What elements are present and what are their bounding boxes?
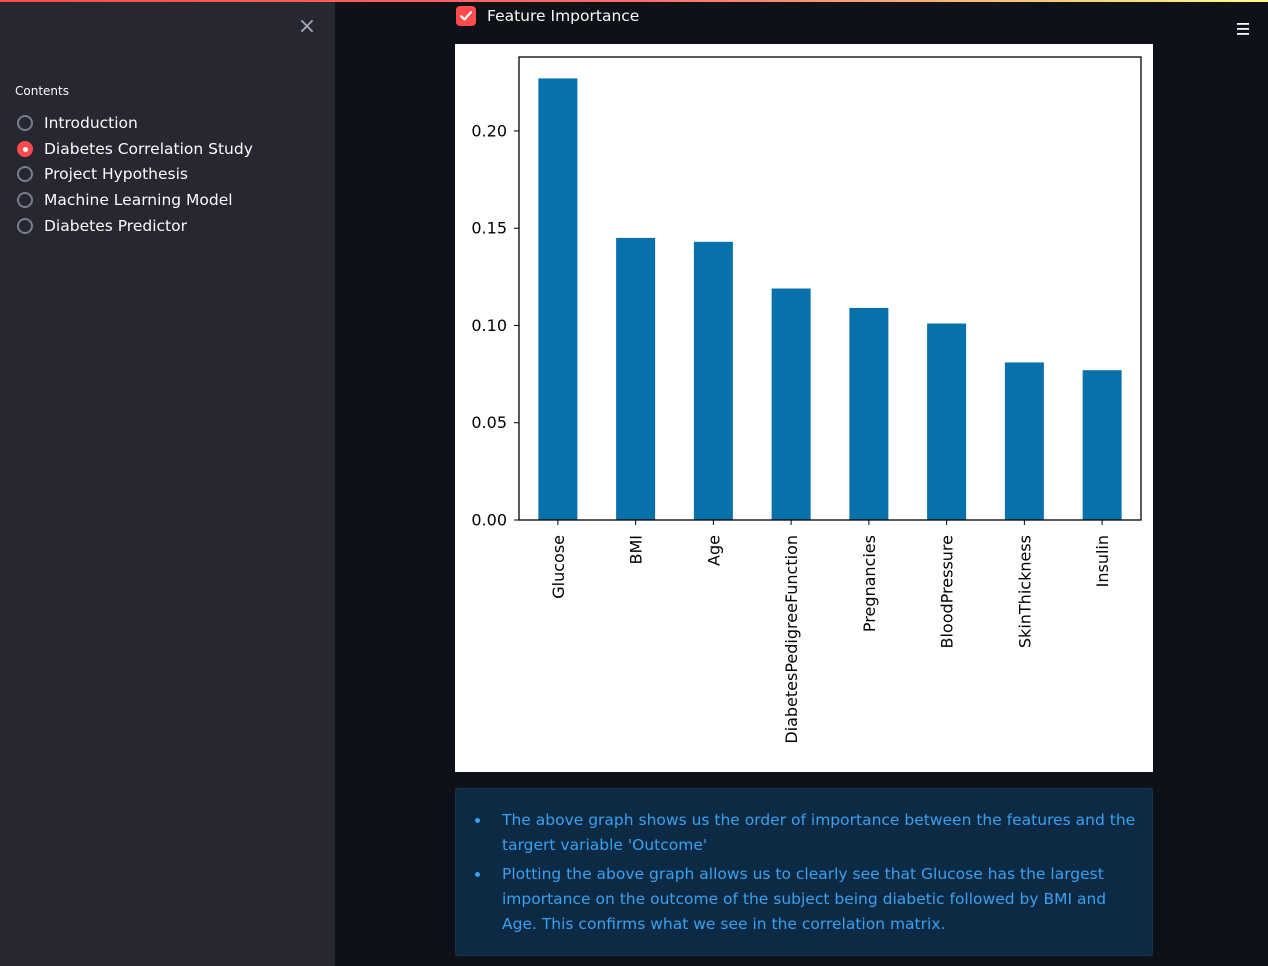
radio-selected-icon: [17, 140, 33, 157]
close-sidebar-button[interactable]: ×: [296, 16, 318, 38]
info-bullet-2: Plotting the above graph allows us to cl…: [474, 862, 1139, 937]
checkbox-checked-icon: [456, 6, 476, 26]
bar-DiabetesPedigreeFunction: [771, 288, 811, 520]
sidebar-item-project-hypothesis[interactable]: Project Hypothesis: [17, 162, 253, 188]
radio-unselected-icon: [17, 218, 33, 235]
sidebar-item-label: Introduction: [44, 113, 138, 132]
app-top-decoration-bar: [0, 0, 1268, 2]
sidebar-item-label: Machine Learning Model: [44, 191, 233, 210]
bar-chart-svg: Glucose BMI Age DiabetesPedigreeFunction Pre…: [471, 56, 1142, 744]
x-tick-label: SkinThickness: [1015, 535, 1034, 648]
bar-BMI: [616, 237, 656, 520]
feature-importance-chart: Glucose BMI Age DiabetesPedigreeFunction Pre…: [455, 44, 1153, 772]
sidebar-item-label: Project Hypothesis: [44, 165, 189, 184]
y-tick-label: 0.00: [471, 511, 507, 530]
sidebar: × Contents Introduction Diabetes Correlat…: [0, 0, 335, 966]
sidebar-item-introduction[interactable]: Introduction: [17, 110, 253, 136]
bar-Age: [693, 241, 733, 521]
close-icon: ×: [297, 14, 317, 39]
info-bullet-1: The above graph shows us the order of im…: [474, 808, 1139, 858]
sidebar-item-machine-learning-model[interactable]: Machine Learning Model: [17, 187, 253, 213]
bar-Pregnancies: [849, 307, 889, 520]
x-tick-label: BloodPressure: [938, 535, 957, 648]
contents-label: Contents: [15, 84, 69, 98]
info-bullet-list: The above graph shows us the order of im…: [474, 808, 1139, 941]
x-tick-label: BMI: [627, 535, 646, 565]
feature-importance-checkbox[interactable]: Feature Importance: [456, 6, 639, 26]
x-tick-label: Age: [704, 535, 723, 566]
bar-Insulin: [1082, 370, 1122, 520]
sidebar-item-label: Diabetes Predictor: [44, 217, 187, 236]
radio-unselected-icon: [17, 192, 33, 209]
hamburger-menu-icon: [1237, 23, 1249, 35]
x-tick-label: Insulin: [1093, 535, 1112, 587]
bar-Glucose: [538, 78, 578, 520]
sidebar-item-diabetes-correlation-study[interactable]: Diabetes Correlation Study: [17, 136, 253, 162]
x-tick-label: Glucose: [549, 535, 568, 599]
plot-frame: [518, 56, 1142, 521]
x-tick-label: DiabetesPedigreeFunction: [782, 535, 801, 744]
feature-importance-label: Feature Importance: [487, 7, 640, 25]
x-tick-label: Pregnancies: [860, 535, 879, 632]
y-tick-label: 0.10: [471, 316, 507, 335]
navigation-radio-group: Introduction Diabetes Correlation Study Pr…: [17, 110, 253, 239]
radio-unselected-icon: [17, 114, 33, 131]
main-menu-button[interactable]: [1233, 19, 1253, 39]
bar-SkinThickness: [1004, 362, 1044, 520]
bar-BloodPressure: [927, 323, 967, 520]
sidebar-item-label: Diabetes Correlation Study: [44, 139, 253, 158]
sidebar-item-diabetes-predictor[interactable]: Diabetes Predictor: [17, 213, 253, 239]
radio-unselected-icon: [17, 166, 33, 183]
y-tick-label: 0.15: [471, 219, 507, 238]
y-tick-label: 0.05: [471, 413, 507, 432]
info-callout: The above graph shows us the order of im…: [455, 788, 1153, 956]
y-tick-label: 0.20: [471, 121, 507, 140]
